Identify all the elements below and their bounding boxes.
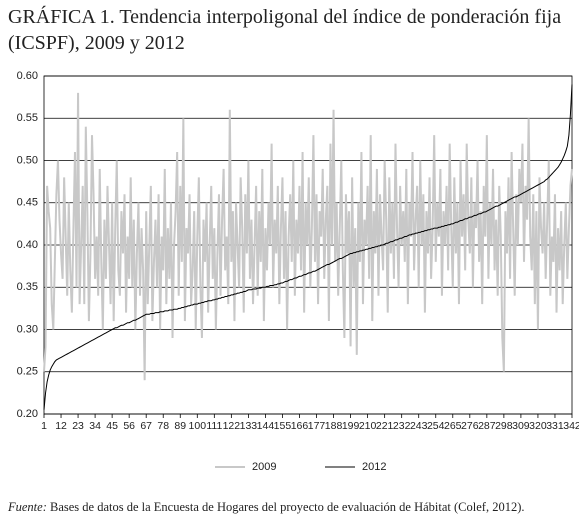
- x-tick-label: 1: [41, 420, 47, 432]
- source-note: Fuente: Bases de datos de la Encuesta de…: [8, 500, 578, 515]
- x-tick-label: 166: [291, 420, 309, 432]
- x-tick-label: 276: [461, 420, 479, 432]
- y-tick-label: 0.60: [17, 70, 38, 82]
- x-tick-label: 122: [223, 420, 241, 432]
- x-tick-label: 210: [359, 420, 377, 432]
- x-tick-label: 111: [206, 420, 222, 432]
- series-line: [43, 84, 573, 410]
- x-tick-label: 133: [240, 420, 258, 432]
- legend-label: 2012: [362, 461, 386, 473]
- x-tick-label: 100: [189, 420, 207, 432]
- plot-frame: [43, 75, 573, 415]
- x-tick-label: 56: [123, 420, 135, 432]
- legend-label: 2009: [252, 461, 276, 473]
- y-tick-label: 0.30: [17, 323, 38, 335]
- x-tick-label: 188: [325, 420, 343, 432]
- y-tick-label: 0.40: [17, 239, 38, 251]
- x-tick-label: 232: [393, 420, 411, 432]
- x-tick-label: 67: [140, 420, 152, 432]
- chart: 0.200.250.300.350.400.450.500.550.601 12 2…: [17, 70, 579, 473]
- source-label: Fuente:: [8, 500, 47, 514]
- y-tick-label: 0.35: [17, 281, 38, 293]
- x-tick-label: 221: [376, 420, 394, 432]
- chart-title: GRÁFICA 1. Tendencia interpoligonal del …: [8, 6, 562, 54]
- x-tick-label: 23: [72, 420, 84, 432]
- y-tick-label: 0.25: [17, 366, 38, 378]
- x-tick-label: 78: [157, 420, 169, 432]
- x-tick-label: 45: [106, 420, 118, 432]
- x-tick-label: 144: [257, 420, 275, 432]
- x-tick-label: 12: [55, 420, 67, 432]
- y-tick-label: 0.20: [17, 408, 38, 420]
- x-tick-label: 34: [89, 420, 101, 432]
- y-tick-label: 0.55: [17, 112, 38, 124]
- x-tick-label: 254: [427, 420, 445, 432]
- series-line: [43, 92, 573, 381]
- x-tick-label: 309: [512, 420, 530, 432]
- y-tick-label: 0.45: [17, 197, 38, 209]
- x-tick-label: 298: [495, 420, 513, 432]
- x-tick-label: 177: [308, 420, 326, 432]
- x-tick-label: 89: [174, 420, 186, 432]
- x-tick-label: 155: [274, 420, 292, 432]
- x-tick-label: 331: [546, 420, 564, 432]
- x-tick-label: 243: [410, 420, 428, 432]
- x-tick-label: 199: [342, 420, 360, 432]
- x-tick-label: 320: [529, 420, 547, 432]
- x-tick-label: 287: [478, 420, 496, 432]
- x-tick-label: 265: [444, 420, 462, 432]
- x-tick-label: 342: [563, 420, 579, 432]
- source-text: Bases de datos de la Encuesta de Hogares…: [50, 500, 525, 514]
- y-tick-label: 0.50: [17, 154, 38, 166]
